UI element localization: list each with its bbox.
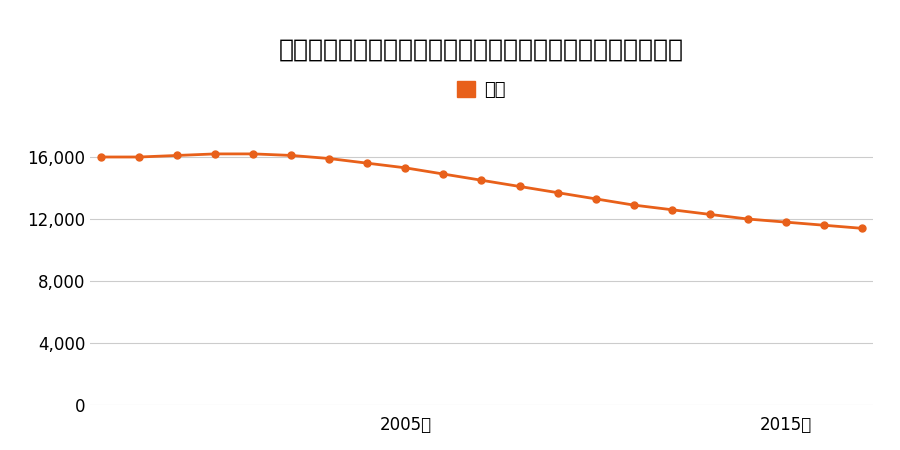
価格	[324, 156, 335, 161]
価格	[286, 153, 297, 158]
価格	[362, 161, 373, 166]
Line: 価格: 価格	[98, 150, 865, 232]
Legend: 価格: 価格	[450, 74, 513, 106]
価格	[96, 154, 107, 160]
価格	[476, 178, 487, 183]
価格	[248, 151, 259, 157]
価格	[400, 165, 411, 171]
価格	[666, 207, 677, 212]
価格	[780, 220, 791, 225]
価格	[552, 190, 562, 195]
価格	[590, 196, 601, 202]
価格	[514, 184, 525, 189]
価格	[438, 171, 449, 177]
価格	[628, 202, 639, 208]
価格	[818, 222, 829, 228]
価格	[210, 151, 220, 157]
価格	[704, 212, 715, 217]
Title: 山形県最上郡真室川町大字新町字天神２４０番２の地価推移: 山形県最上郡真室川町大字新町字天神２４０番２の地価推移	[279, 37, 684, 62]
価格	[856, 225, 867, 231]
価格	[742, 216, 753, 222]
価格	[172, 153, 183, 158]
価格	[134, 154, 145, 160]
